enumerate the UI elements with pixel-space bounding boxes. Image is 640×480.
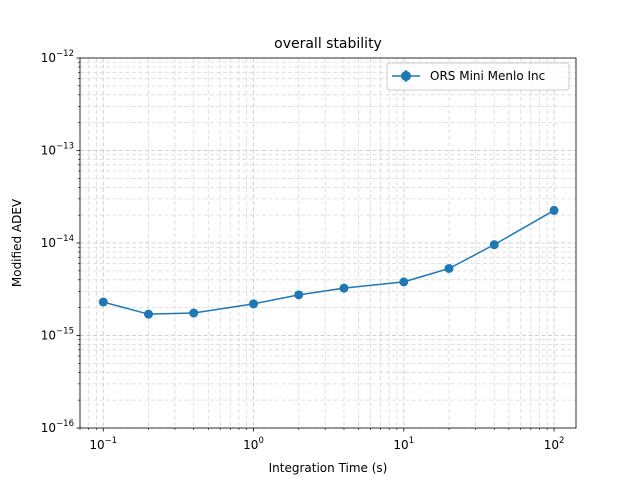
legend-marker xyxy=(401,71,411,81)
y-tick-label: 10−13 xyxy=(41,142,74,158)
chart-title: overall stability xyxy=(274,36,382,52)
x-tick-label-base: 10 xyxy=(243,438,258,452)
y-tick-label-exponent: −15 xyxy=(56,327,74,337)
data-point xyxy=(444,264,454,274)
series-layer xyxy=(98,205,559,319)
legend-box xyxy=(386,62,570,91)
y-tick-label: 10−12 xyxy=(41,49,74,65)
y-tick-label: 10−14 xyxy=(41,234,74,250)
x-tick-label-exponent: 0 xyxy=(258,436,263,446)
series-line xyxy=(103,209,555,315)
y-tick-label-exponent: −14 xyxy=(56,234,74,244)
data-point xyxy=(294,290,304,300)
data-point xyxy=(339,283,349,293)
x-tick-label: 101 xyxy=(393,436,414,452)
data-point xyxy=(549,205,559,215)
y-tick-label-base: 10 xyxy=(41,144,56,158)
grid xyxy=(79,57,576,429)
legend: ORS Mini Menlo Inc xyxy=(386,62,570,91)
x-tick-label-base: 10 xyxy=(393,438,408,452)
x-tick-label-exponent: 1 xyxy=(409,436,414,446)
x-tick-label: 10−1 xyxy=(89,436,117,452)
data-point xyxy=(98,297,108,307)
y-tick-label-exponent: −12 xyxy=(56,49,74,59)
x-axis-title: Integration Time (s) xyxy=(269,461,388,475)
y-axis-title: Modified ADEV xyxy=(10,198,24,287)
data-point xyxy=(249,299,259,309)
y-tick-label-base: 10 xyxy=(41,236,56,250)
x-tick-label-exponent: −1 xyxy=(105,436,118,446)
data-point xyxy=(144,309,154,319)
data-point xyxy=(189,308,199,318)
y-tick-label-base: 10 xyxy=(41,329,56,343)
y-tick-label: 10−16 xyxy=(41,419,74,435)
data-point xyxy=(399,277,409,287)
y-tick-label-exponent: −16 xyxy=(56,419,74,429)
x-tick-label-base: 10 xyxy=(544,438,559,452)
x-tick-label: 100 xyxy=(243,436,264,452)
legend-label: ORS Mini Menlo Inc xyxy=(430,69,545,83)
data-point xyxy=(489,240,499,250)
x-tick-label: 102 xyxy=(544,436,565,452)
x-tick-label-base: 10 xyxy=(89,438,104,452)
y-tick-label-base: 10 xyxy=(41,421,56,435)
x-tick-label-exponent: 2 xyxy=(559,436,564,446)
y-tick-label-base: 10 xyxy=(41,51,56,65)
y-tick-label-exponent: −13 xyxy=(56,142,74,152)
y-tick-label: 10−15 xyxy=(41,327,74,343)
